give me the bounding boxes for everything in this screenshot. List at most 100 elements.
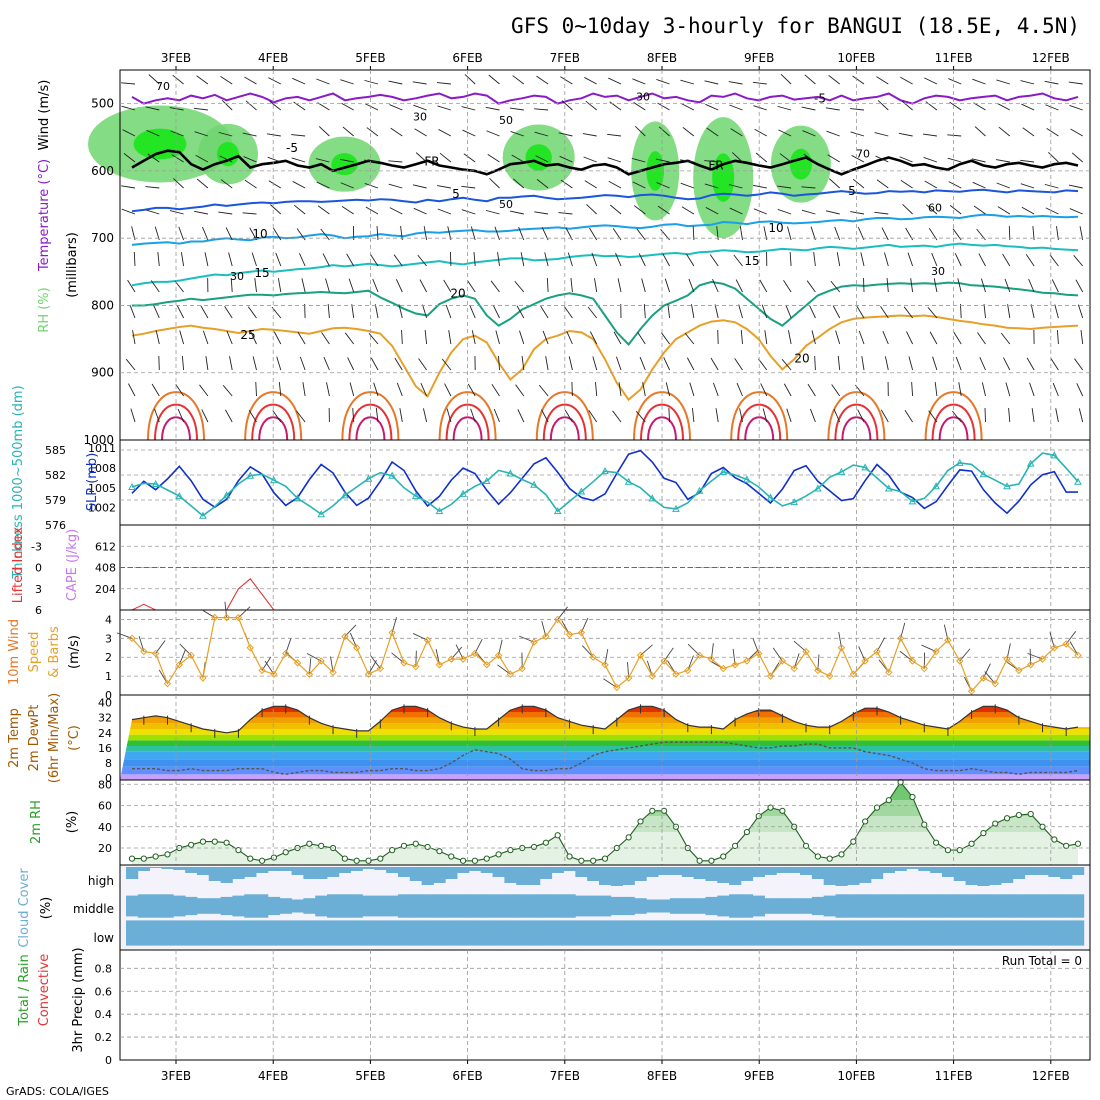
wind-speed-point bbox=[423, 636, 432, 644]
wind-barb bbox=[1026, 357, 1035, 371]
wind-barb bbox=[759, 279, 768, 293]
wind-barb bbox=[150, 280, 160, 293]
cloud-high-bar bbox=[232, 867, 245, 879]
surface-wind-barb bbox=[772, 647, 783, 662]
wind-speed-point bbox=[660, 657, 668, 665]
date-label-bottom: 6FEB bbox=[452, 1069, 482, 1083]
wind-barb bbox=[1070, 128, 1083, 137]
cloud-low-bar bbox=[137, 920, 151, 946]
surface-wind-barb bbox=[179, 643, 192, 656]
wind-barb bbox=[618, 382, 622, 397]
rh2m-point bbox=[873, 804, 881, 811]
temp-band bbox=[120, 746, 1090, 752]
rh2m-point bbox=[353, 857, 360, 864]
wind-barb bbox=[947, 134, 962, 137]
wind-barb bbox=[762, 408, 768, 423]
cloud-high-bar bbox=[965, 867, 978, 885]
wind-speed-point bbox=[731, 661, 739, 669]
rh2m-point bbox=[1063, 842, 1070, 849]
wind-barb bbox=[272, 227, 282, 241]
wind-speed-point bbox=[1038, 655, 1047, 663]
wind-barb bbox=[486, 130, 500, 137]
wind-speed-point bbox=[199, 674, 207, 682]
cloud-low-bar bbox=[267, 920, 281, 946]
rh2m-point bbox=[448, 853, 455, 860]
wind-barb bbox=[536, 179, 549, 189]
cloud-low-bar bbox=[681, 920, 694, 946]
cloud-middle-label: middle bbox=[73, 902, 114, 916]
rh2m-point bbox=[779, 807, 786, 814]
cloud-low-bar bbox=[989, 920, 1002, 946]
wind-barb bbox=[180, 252, 185, 267]
temp-tick-label: 0 bbox=[105, 772, 112, 785]
rh2m-point bbox=[377, 855, 384, 862]
cloud-middle-bar bbox=[989, 894, 1002, 918]
wind-barb bbox=[535, 155, 549, 163]
date-label-bottom: 7FEB bbox=[550, 1069, 580, 1083]
wind-barb bbox=[958, 382, 962, 397]
wind-barb bbox=[369, 254, 379, 267]
wind-barb bbox=[399, 408, 403, 423]
cloud-low-bar bbox=[492, 920, 505, 946]
wind-speed-point bbox=[849, 670, 858, 678]
wind-barb bbox=[169, 107, 184, 111]
wind-barb bbox=[686, 253, 695, 267]
wind-barb bbox=[1008, 408, 1011, 423]
wind-barb bbox=[420, 383, 428, 397]
cloud-high-bar bbox=[847, 867, 860, 885]
pressure-tick-label: 600 bbox=[91, 164, 114, 178]
wind-barb bbox=[688, 278, 695, 293]
wind-barb bbox=[220, 75, 233, 85]
rh2m-point bbox=[802, 842, 810, 849]
wind-speed-point bbox=[707, 655, 716, 663]
thickness-point bbox=[482, 476, 491, 484]
wind-barb bbox=[276, 356, 282, 371]
wind-barb bbox=[146, 129, 160, 137]
cloud-high-bar bbox=[196, 867, 210, 875]
wind-barb bbox=[925, 101, 938, 111]
rh2m-point bbox=[862, 818, 869, 825]
isotherm-label: 15 bbox=[744, 254, 759, 268]
wind-barb bbox=[368, 332, 379, 345]
thickness-point bbox=[530, 480, 538, 488]
cloud-high-bar bbox=[185, 867, 198, 873]
date-label-bottom: 10FEB bbox=[837, 1069, 875, 1083]
cloud-low-bar bbox=[800, 920, 813, 946]
wind-speed-point bbox=[1026, 661, 1035, 669]
wind-barb bbox=[998, 126, 1011, 137]
precip-tick-label: 0.6 bbox=[95, 985, 113, 998]
wind-speed-point bbox=[873, 647, 881, 656]
wind-barb bbox=[1044, 183, 1059, 189]
wind-barb bbox=[837, 356, 841, 371]
wind-barb bbox=[635, 410, 646, 423]
thickness-point bbox=[648, 494, 657, 502]
wind-barb bbox=[534, 131, 549, 137]
wind-barb bbox=[631, 157, 646, 163]
cloud-low-bar bbox=[1001, 920, 1014, 946]
cloud-high-bar bbox=[516, 867, 529, 885]
wind-barb bbox=[1007, 304, 1011, 319]
cloud-low-bar bbox=[729, 920, 742, 946]
date-label-top: 12FEB bbox=[1032, 51, 1070, 65]
thickness-point bbox=[459, 489, 467, 497]
wind-barb bbox=[957, 278, 962, 293]
precip-panel-frame bbox=[119, 949, 1091, 1061]
surface-wind-barb bbox=[155, 640, 166, 654]
wind-barb bbox=[832, 305, 841, 319]
temp-band bbox=[120, 729, 1090, 735]
cloud-middle-bar bbox=[776, 898, 789, 914]
cloud-low-bar bbox=[516, 920, 529, 946]
cloud-high-bar bbox=[1001, 867, 1014, 883]
cloud-high-bar bbox=[634, 867, 647, 881]
thickness-point bbox=[341, 491, 349, 499]
cloud-low-bar bbox=[717, 920, 730, 946]
wind-unit-label: Wind (m/s) bbox=[37, 80, 52, 151]
wind-barb bbox=[155, 330, 160, 345]
wind-barb bbox=[850, 211, 865, 215]
wind-barb bbox=[251, 252, 257, 267]
wind-speed-point bbox=[967, 687, 976, 695]
cloud-high-bar bbox=[835, 867, 848, 886]
cloud-middle-bar bbox=[386, 895, 399, 917]
cloud-middle-bar bbox=[634, 898, 647, 914]
isotherm-hot-cell bbox=[154, 403, 198, 441]
